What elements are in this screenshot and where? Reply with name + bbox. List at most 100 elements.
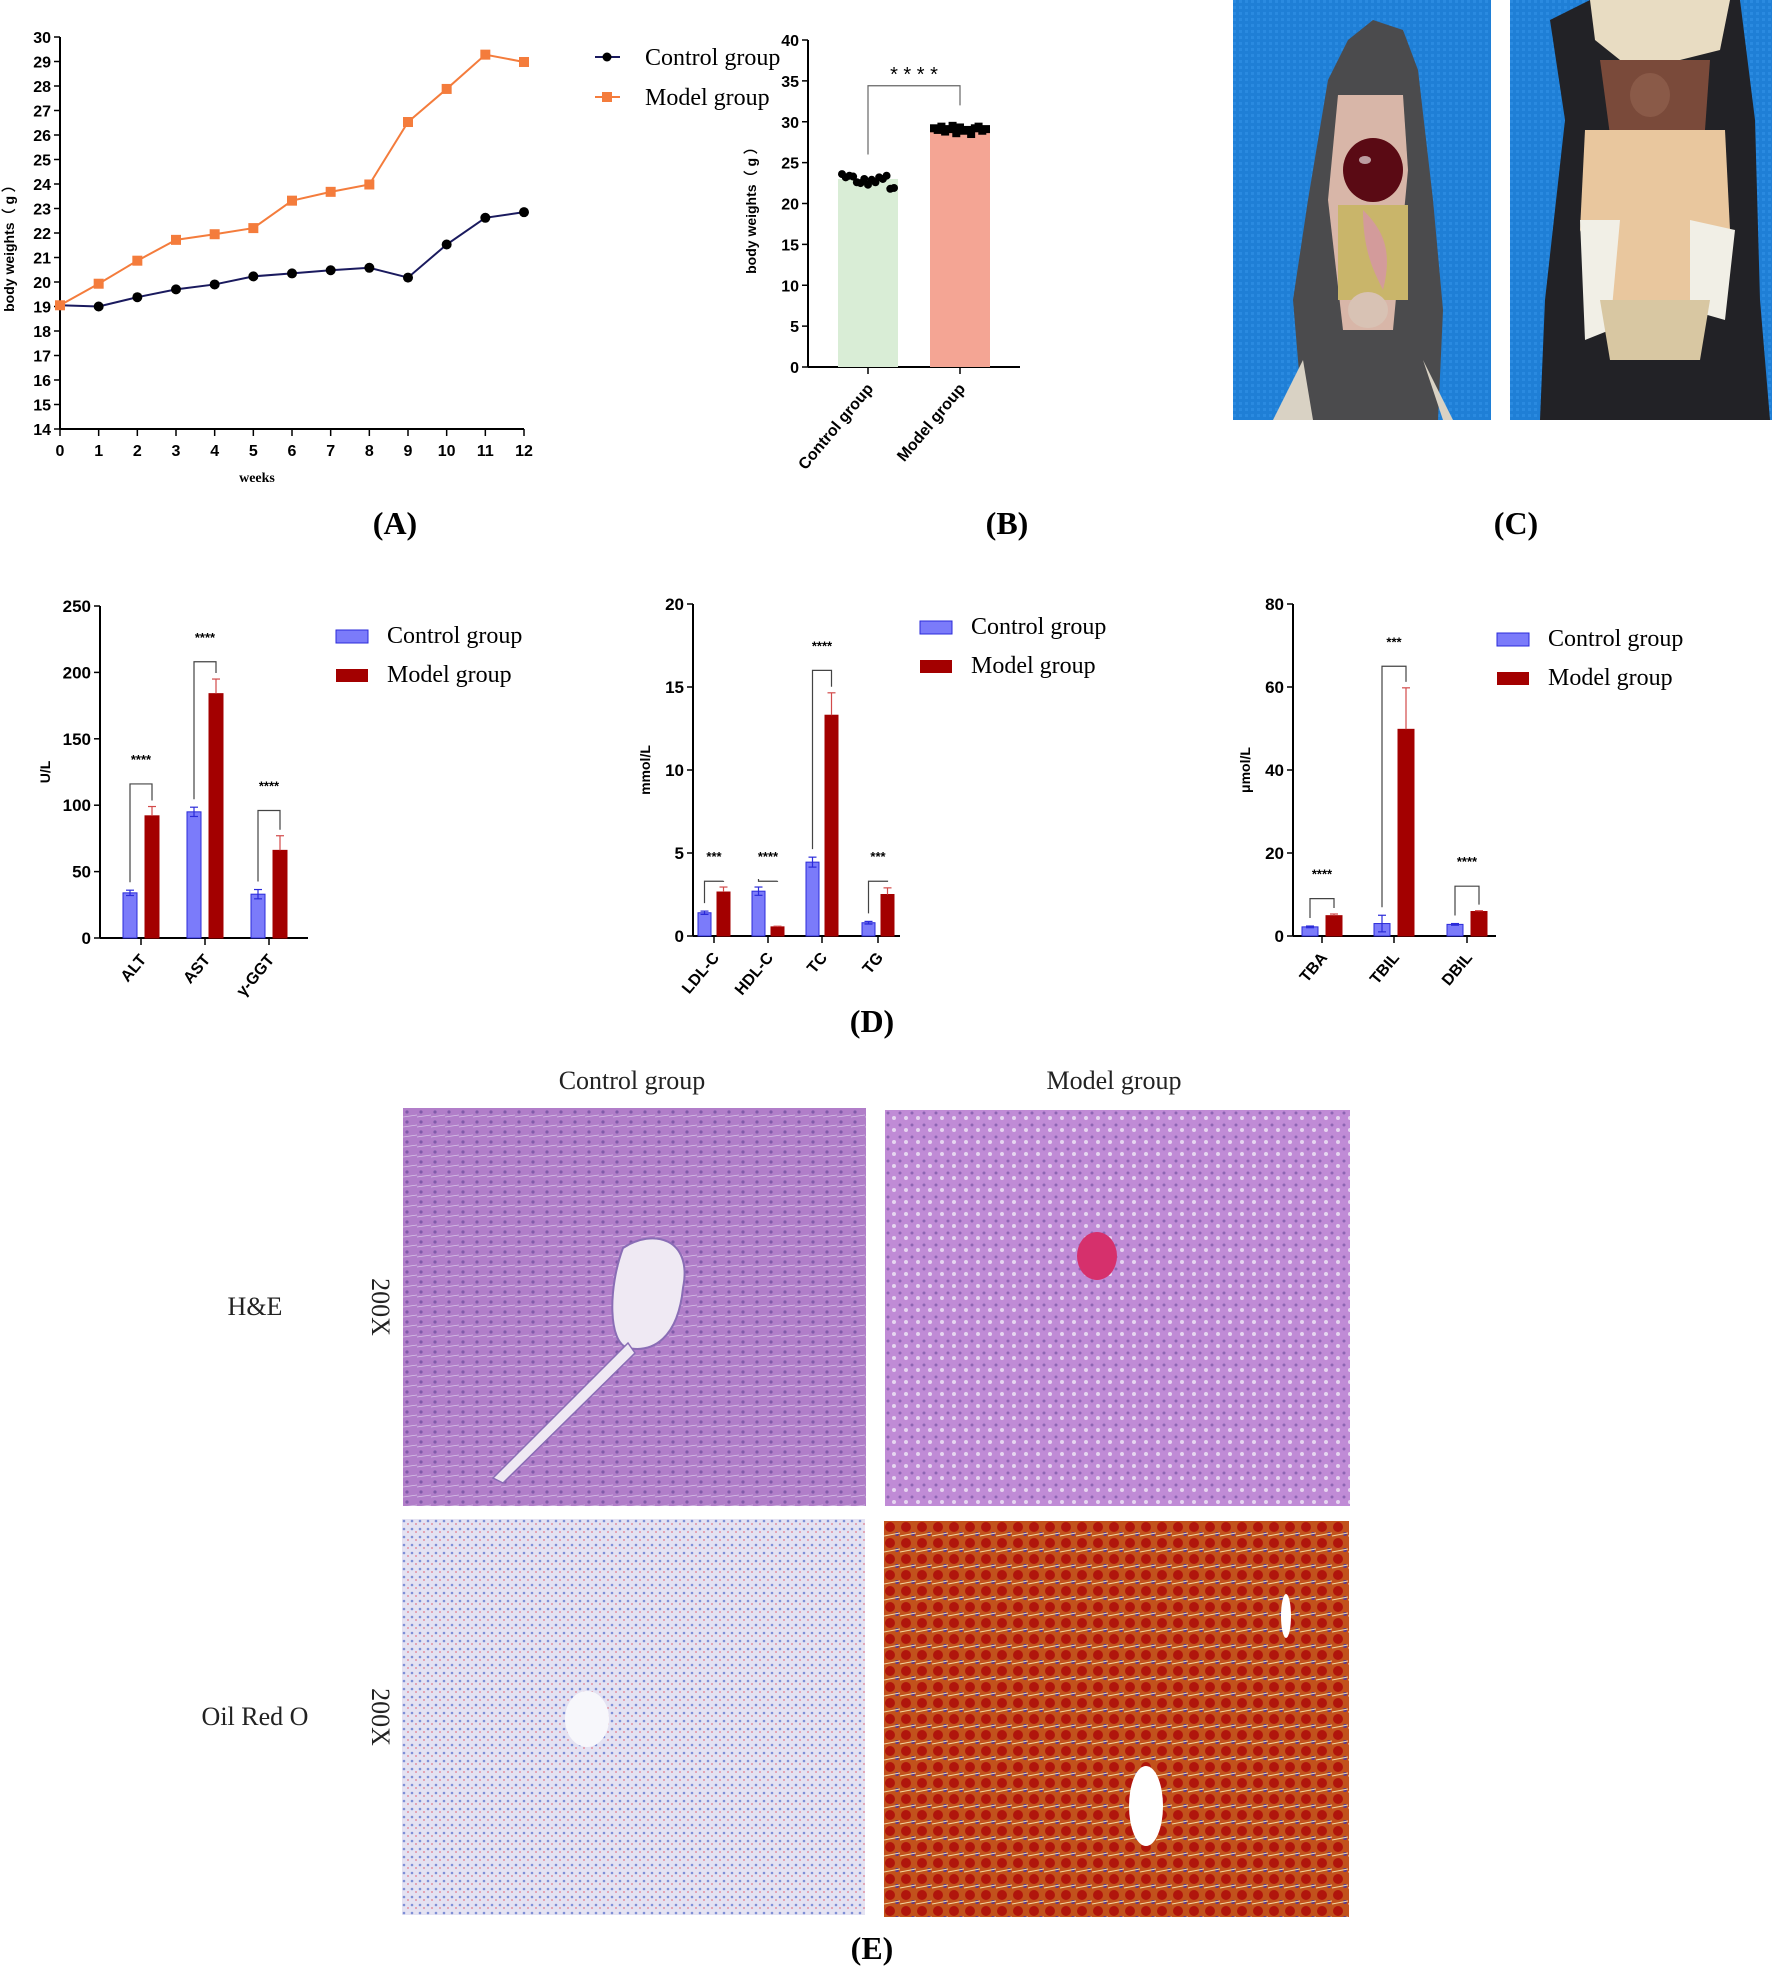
x-tick-label: 1 xyxy=(94,443,103,460)
y-tick-label: 20 xyxy=(1265,844,1284,863)
chart-d3-bile-bilirubin: 0 20 40 60 80 μmol/L TBA **** TBIL *** DBIL **** Con… xyxy=(1237,595,1683,989)
magnification-label-he: 200X xyxy=(366,1278,395,1336)
bar-model xyxy=(272,849,288,939)
significance-bracket xyxy=(1381,665,1407,908)
bar-control xyxy=(186,811,202,939)
y-tick-label: 25 xyxy=(781,156,799,173)
data-point xyxy=(982,125,990,134)
significance-bracket xyxy=(193,661,217,800)
legend-swatch-control xyxy=(335,629,369,644)
y-tick-label: 50 xyxy=(72,863,91,882)
legend-d3: Control group Model group xyxy=(1496,626,1683,691)
panel-label-d: (D) xyxy=(849,1003,895,1039)
x-tick-label: 2 xyxy=(133,443,142,460)
histology-he-control xyxy=(403,1108,866,1506)
data-point xyxy=(364,179,375,190)
x-tick-label: Control group xyxy=(795,380,877,473)
data-point xyxy=(849,172,858,181)
photo-model-mouse-dissection xyxy=(1510,0,1772,420)
y-axis-label: μmol/L xyxy=(1237,747,1253,793)
significance-stars: **** xyxy=(812,638,833,653)
bar-control xyxy=(751,890,766,937)
y-tick-label: 10 xyxy=(781,278,799,295)
y-tick-label: 0 xyxy=(675,927,684,946)
oil-red-o-model-image xyxy=(884,1521,1349,1917)
x-tick-label: 11 xyxy=(477,443,494,460)
y-tick-label: 22 xyxy=(33,226,51,243)
data-point xyxy=(171,284,181,295)
data-point xyxy=(519,207,529,218)
series-line-model xyxy=(59,53,525,307)
bar-control xyxy=(122,892,138,939)
panel-label-c: (C) xyxy=(1493,505,1539,541)
data-point xyxy=(325,186,336,197)
data-point xyxy=(480,212,491,223)
significance-bracket xyxy=(811,669,833,850)
y-tick-label: 25 xyxy=(33,153,51,170)
bar-control xyxy=(861,922,876,937)
he-control-image xyxy=(403,1108,866,1506)
y-tick-label: 16 xyxy=(33,373,51,390)
significance-bracket xyxy=(129,783,153,883)
y-tick-label: 20 xyxy=(33,275,51,292)
y-tick-label: 40 xyxy=(1265,761,1284,780)
legend-label-model: Model group xyxy=(971,653,1096,679)
bar-control xyxy=(697,912,712,937)
x-tick-label: 3 xyxy=(172,443,181,460)
y-axis-label: U/L xyxy=(37,760,53,783)
x-tick-label: HDL-C xyxy=(732,949,777,998)
bar-model xyxy=(770,926,785,937)
y-tick-label: 26 xyxy=(33,128,51,145)
legend-label-control: Control group xyxy=(645,45,780,71)
x-tick-label: 0 xyxy=(56,443,65,460)
significance-stars: *** xyxy=(870,849,886,864)
significance-stars: **** xyxy=(758,849,779,864)
data-point xyxy=(403,272,413,283)
x-axis-label: weeks xyxy=(239,471,275,486)
bar-model xyxy=(1470,911,1488,937)
y-tick-label: 0 xyxy=(82,929,91,948)
row-label-oil-red-o: Oil Red O xyxy=(201,1702,309,1731)
data-point xyxy=(441,239,452,250)
bar-model xyxy=(1397,728,1415,937)
col-header-control: Control group xyxy=(558,1066,706,1095)
y-tick-label: 15 xyxy=(665,678,684,697)
legend-label-control: Control group xyxy=(387,623,522,649)
legend-swatch-model xyxy=(1497,672,1529,685)
significance-bracket xyxy=(1309,898,1335,919)
chart-d2-lipids: 0 5 10 15 20 mmol/L LDL-C *** HDL-C **** TC **** TG *… xyxy=(637,595,1106,999)
x-tick-label: γ-GGT xyxy=(234,951,279,1000)
x-tick-label: DBIL xyxy=(1439,949,1476,989)
x-tick-label: ALT xyxy=(118,951,150,985)
histology-oil-red-o-model xyxy=(884,1521,1349,1917)
y-tick-label: 17 xyxy=(33,349,51,366)
significance-bracket xyxy=(1454,885,1480,916)
legend-marker-control xyxy=(602,52,612,62)
y-tick-label: 28 xyxy=(33,79,51,96)
legend-label-control: Control group xyxy=(1548,626,1683,652)
photo-control-mouse-dissection xyxy=(1233,0,1491,420)
x-tick-label: 6 xyxy=(288,443,297,460)
data-point xyxy=(952,129,961,138)
data-point xyxy=(860,174,869,183)
data-point xyxy=(890,183,898,192)
panel-label-e: (E) xyxy=(850,1930,894,1966)
bar-model xyxy=(144,815,160,939)
x-tick-label: Model group xyxy=(894,380,969,465)
x-tick-label: LDL-C xyxy=(679,949,723,997)
legend-label-model: Model group xyxy=(645,85,770,111)
legend-swatch-control xyxy=(1496,632,1530,647)
significance-bracket xyxy=(257,809,281,882)
significance-stars: * * * * xyxy=(890,64,938,86)
data-point xyxy=(963,125,972,134)
magnification-label-oil-red-o: 200X xyxy=(366,1688,395,1746)
data-point xyxy=(882,171,891,180)
x-tick-label: 8 xyxy=(365,443,374,460)
bar-model xyxy=(880,894,895,937)
x-tick-label: 9 xyxy=(404,443,413,460)
histology-oil-red-o-control xyxy=(402,1519,865,1915)
y-tick-label: 5 xyxy=(790,319,799,336)
data-point xyxy=(325,265,336,276)
legend-swatch-model xyxy=(920,660,952,673)
